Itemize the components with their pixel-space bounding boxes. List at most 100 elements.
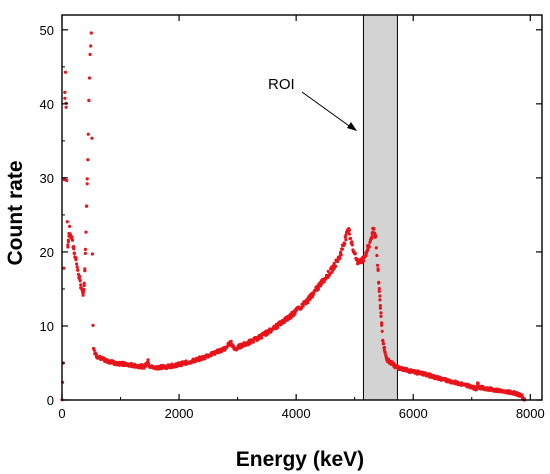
y-axis-title: Count rate	[4, 161, 27, 266]
data-point	[86, 132, 90, 136]
data-point	[72, 245, 76, 249]
x-tick-label: 8000	[516, 406, 545, 421]
roi-label: ROI	[268, 76, 295, 93]
data-point	[353, 252, 357, 256]
data-point	[87, 76, 92, 80]
data-point	[85, 204, 89, 208]
data-point	[74, 256, 78, 260]
data-point	[70, 235, 74, 239]
data-point	[350, 243, 354, 247]
data-point	[227, 343, 231, 347]
data-point	[377, 280, 381, 284]
data-point	[370, 234, 374, 239]
x-tick-label: 2000	[165, 406, 194, 421]
y-tick-label: 0	[47, 393, 54, 408]
data-point	[312, 292, 316, 296]
data-point	[70, 238, 75, 242]
data-point	[86, 158, 90, 162]
data-point	[375, 253, 379, 258]
data-point	[381, 342, 385, 346]
data-point	[367, 245, 371, 249]
data-point	[376, 267, 380, 271]
x-axis-title: Energy (keV)	[236, 448, 364, 471]
data-point	[66, 243, 70, 247]
y-tick-label: 30	[40, 171, 54, 186]
x-tick-label: 0	[58, 406, 65, 421]
data-point	[63, 70, 68, 74]
data-point	[88, 52, 92, 57]
data-point	[384, 355, 388, 359]
data-point	[84, 230, 88, 234]
data-point	[339, 253, 343, 257]
data-point	[382, 345, 387, 350]
x-tick-label: 6000	[399, 406, 428, 421]
data-point	[347, 232, 351, 236]
y-tick-label: 50	[40, 23, 54, 38]
data-point	[364, 251, 368, 256]
data-point	[387, 357, 391, 361]
data-point	[251, 340, 255, 344]
data-point	[366, 248, 370, 252]
data-point	[83, 247, 87, 251]
data-point	[72, 247, 76, 251]
data-point	[92, 348, 96, 352]
data-series	[60, 31, 527, 402]
data-point	[306, 300, 310, 305]
data-point	[316, 287, 320, 291]
data-point	[89, 44, 93, 48]
data-point	[66, 238, 70, 242]
data-point	[65, 178, 69, 183]
data-point	[380, 323, 384, 327]
data-point	[236, 347, 240, 351]
data-point	[229, 339, 233, 343]
data-point	[82, 289, 86, 293]
data-point	[85, 177, 89, 181]
plot-frame	[61, 14, 543, 401]
data-point	[347, 228, 351, 232]
data-point	[476, 381, 480, 385]
data-point	[326, 269, 330, 273]
data-point	[350, 240, 354, 244]
data-point	[82, 281, 86, 285]
data-point	[374, 234, 378, 238]
data-point	[392, 362, 396, 366]
data-point	[68, 224, 72, 228]
data-point	[65, 220, 69, 224]
data-point	[64, 105, 68, 109]
data-point	[90, 252, 94, 256]
x-tick-label: 4000	[282, 406, 311, 421]
data-point	[89, 31, 93, 35]
data-point	[361, 259, 366, 263]
data-point	[63, 90, 67, 94]
data-point	[301, 304, 305, 308]
data-point	[76, 268, 80, 272]
data-point	[82, 283, 86, 288]
data-point	[377, 286, 381, 291]
data-point	[91, 323, 95, 327]
data-point	[90, 136, 94, 140]
data-point	[378, 304, 382, 308]
data-point	[343, 242, 347, 246]
data-point	[383, 350, 387, 354]
data-point	[378, 294, 382, 298]
data-point	[87, 98, 91, 102]
data-point	[379, 311, 383, 315]
data-point	[75, 265, 79, 269]
data-point	[379, 314, 383, 318]
data-point	[75, 262, 79, 266]
data-point	[147, 362, 151, 366]
data-point	[344, 233, 348, 237]
data-point	[72, 251, 76, 255]
data-point	[332, 261, 336, 265]
ticks: 0 2000 4000 6000 8000 0 10 20 30 40 50	[40, 15, 545, 421]
y-tick-label: 40	[40, 97, 54, 112]
roi-arrowhead	[347, 122, 357, 131]
data-point	[377, 289, 381, 293]
data-point	[344, 238, 348, 242]
data-point	[381, 339, 385, 343]
data-point	[83, 269, 87, 273]
data-point	[380, 321, 384, 325]
roi-band	[362, 14, 398, 401]
data-point	[62, 178, 66, 182]
